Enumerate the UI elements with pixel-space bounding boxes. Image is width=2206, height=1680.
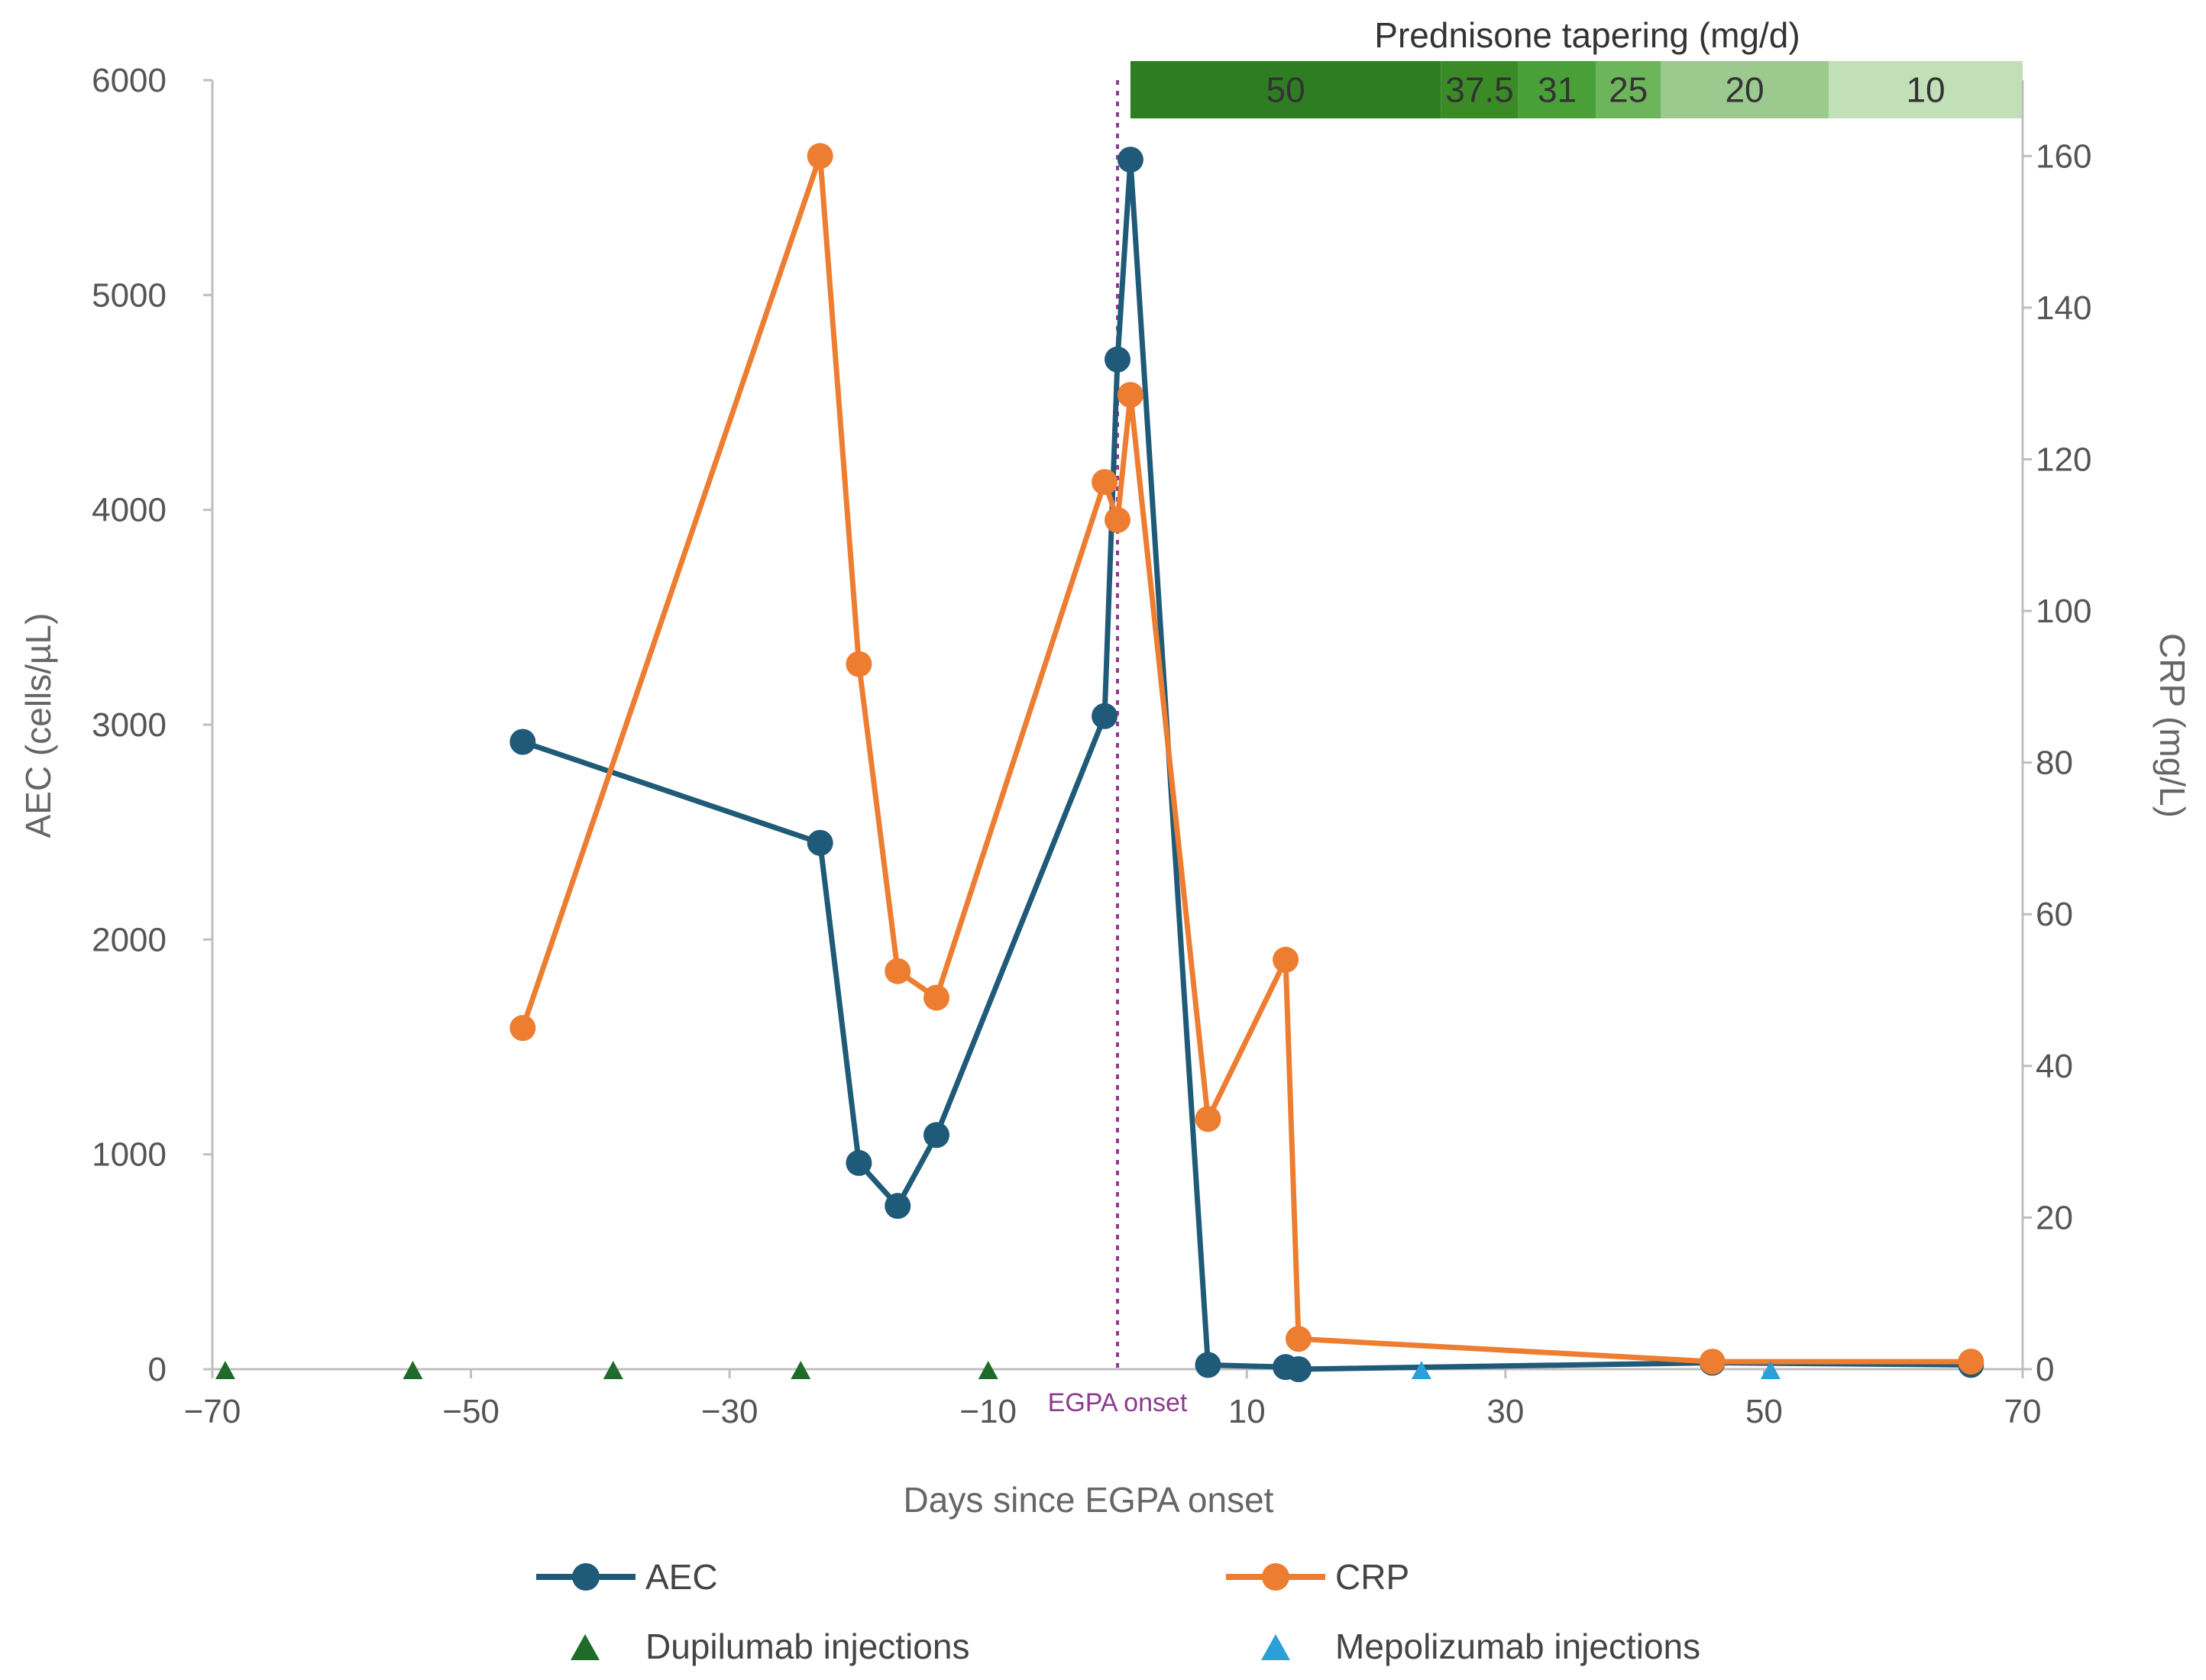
x-axis-title: Days since EGPA onset [904, 1480, 1274, 1520]
series-layer [509, 143, 1984, 1382]
injection-marker [1760, 1361, 1781, 1379]
injection-markers [215, 1361, 1781, 1379]
data-point [807, 829, 833, 856]
series-line [519, 153, 1971, 1365]
y-right-ticks: 0 20 40 60 80 100 120 140 160 [2023, 137, 2091, 1388]
prednisone-segment [1441, 61, 1519, 118]
data-point [509, 1015, 536, 1042]
data-point [846, 1149, 872, 1176]
x-tick-label: 70 [2004, 1393, 2042, 1430]
data-point [1958, 1349, 1984, 1375]
legend-crp-label: CRP [1335, 1557, 1409, 1597]
legend-aec-swatch-marker [572, 1563, 600, 1591]
data-point [1117, 147, 1143, 173]
data-point [1105, 506, 1130, 533]
prednisone-segment-label: 50 [1266, 70, 1305, 110]
prednisone-segment [1829, 61, 2023, 118]
legend-item-dupilumab: Dupilumab injections [571, 1627, 969, 1666]
series-line [522, 157, 1971, 1372]
y-left-tick-label: 4000 [92, 492, 167, 529]
data-point [885, 1193, 911, 1220]
data-point [1286, 1356, 1312, 1382]
prednisone-segment-label: 37.5 [1445, 70, 1514, 110]
data-point [1286, 1326, 1312, 1352]
y-left-tick-label: 5000 [92, 276, 167, 314]
data-point [846, 651, 872, 677]
x-tick-label: 30 [1486, 1393, 1524, 1430]
x-tick-label: −10 [959, 1393, 1017, 1430]
data-point [1117, 382, 1143, 409]
prednisone-segment-label: 20 [1725, 70, 1764, 110]
data-point [807, 143, 833, 170]
x-tick-label: −30 [701, 1393, 759, 1430]
data-point [885, 958, 911, 984]
prednisone-segment [1661, 61, 1829, 118]
data-point [1092, 469, 1118, 496]
data-point [509, 729, 536, 755]
x-tick-label: −70 [184, 1393, 241, 1430]
y-right-tick-label: 80 [2036, 745, 2073, 782]
y-right-tick-label: 40 [2036, 1048, 2073, 1085]
prednisone-segment-label: 31 [1538, 70, 1577, 110]
prednisone-segment-label: 25 [1609, 70, 1648, 110]
legend: AEC CRP Dupilumab injections Mepolizumab… [536, 1557, 1700, 1666]
y-left-ticks: 0 1000 2000 3000 4000 5000 6000 [92, 62, 212, 1388]
series-aec [509, 147, 1984, 1382]
data-point [923, 1122, 949, 1149]
legend-item-mepolizumab: Mepolizumab injections [1261, 1627, 1700, 1666]
y-right-tick-label: 140 [2036, 289, 2091, 327]
y-right-tick-label: 100 [2036, 593, 2091, 630]
y-right-tick-label: 60 [2036, 896, 2073, 933]
y-left-tick-label: 3000 [92, 706, 167, 744]
x-tick-label: 10 [1228, 1393, 1266, 1430]
prednisone-segment-label: 10 [1906, 70, 1945, 110]
prednisone-segment [1518, 61, 1596, 118]
prednisone-segment [1130, 61, 1441, 118]
data-point [1092, 703, 1118, 729]
y-left-axis-title: AEC (cells/µL) [18, 613, 58, 838]
data-point [923, 984, 949, 1011]
injection-marker [215, 1361, 235, 1379]
legend-item-aec: AEC [536, 1557, 718, 1597]
injection-marker [403, 1361, 423, 1379]
y-left-tick-label: 2000 [92, 921, 167, 958]
data-point [1105, 346, 1130, 373]
prednisone-segment [1596, 61, 1661, 118]
prednisone-bar: 50 37.5 31 25 20 10 [1130, 61, 2023, 118]
series-crp [509, 143, 1984, 1375]
y-right-axis-title: CRP (mg/L) [2153, 633, 2192, 818]
injection-marker [978, 1361, 998, 1379]
y-right-tick-label: 0 [2036, 1351, 2054, 1388]
legend-dupilumab-triangle-icon [571, 1634, 600, 1660]
y-right-tick-label: 120 [2036, 441, 2091, 478]
data-point [1699, 1349, 1726, 1375]
legend-aec-label: AEC [645, 1557, 718, 1597]
y-left-tick-label: 1000 [92, 1136, 167, 1174]
y-left-tick-label: 0 [148, 1351, 167, 1388]
data-point [1273, 946, 1299, 973]
legend-item-crp: CRP [1226, 1557, 1409, 1597]
data-point [1195, 1352, 1221, 1378]
data-point [1195, 1106, 1221, 1132]
injection-marker [603, 1361, 623, 1379]
legend-crp-swatch-marker [1262, 1563, 1289, 1591]
legend-dupilumab-label: Dupilumab injections [645, 1627, 969, 1666]
y-right-tick-label: 20 [2036, 1199, 2073, 1236]
y-left-tick-label: 6000 [92, 62, 167, 99]
legend-mepolizumab-label: Mepolizumab injections [1335, 1627, 1700, 1666]
prednisone-title: Prednisone tapering (mg/d) [1374, 15, 1800, 55]
egpa-onset-label: EGPA onset [1048, 1388, 1188, 1417]
injection-marker [791, 1361, 811, 1379]
legend-mepolizumab-triangle-icon [1261, 1634, 1290, 1660]
x-ticks: −70 −50 −30 −10 10 30 50 70 [184, 1369, 2042, 1430]
y-right-tick-label: 160 [2036, 137, 2091, 175]
x-tick-label: 50 [1745, 1393, 1783, 1430]
x-tick-label: −50 [442, 1393, 500, 1430]
injection-marker [1411, 1361, 1431, 1379]
